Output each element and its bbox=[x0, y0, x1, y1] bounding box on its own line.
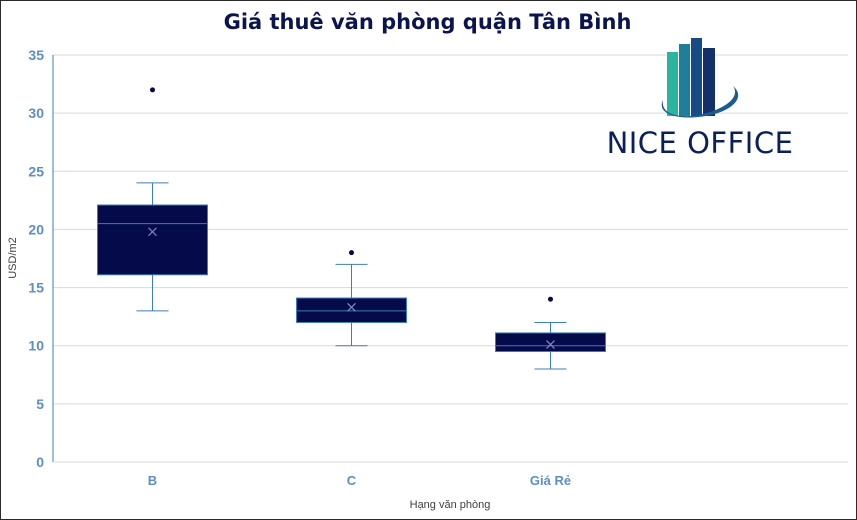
boxes bbox=[97, 87, 606, 370]
mean-marker bbox=[347, 302, 356, 312]
chart-title: Giá thuê văn phòng quận Tân Bình bbox=[223, 10, 632, 34]
logo-building-bar bbox=[667, 52, 678, 116]
box-group bbox=[296, 250, 407, 347]
logo-building-bar bbox=[691, 38, 702, 116]
box-group bbox=[97, 87, 208, 312]
y-axis-label: USD/m2 bbox=[7, 237, 19, 279]
logo-building-bar bbox=[679, 44, 690, 116]
logo-wordmark: NICE OFFICE bbox=[606, 126, 794, 160]
logo-swoosh bbox=[661, 86, 739, 118]
box-iqr bbox=[97, 204, 208, 276]
mean-marker bbox=[148, 227, 157, 237]
box-iqr bbox=[296, 297, 407, 323]
outlier-point bbox=[349, 250, 354, 256]
y-tick-label: 25 bbox=[28, 163, 44, 179]
y-tick-label: 5 bbox=[36, 396, 44, 412]
x-tick-labels: B C Giá Rẻ bbox=[148, 473, 571, 488]
x-tick-label: C bbox=[347, 473, 357, 488]
building-icon bbox=[661, 38, 739, 118]
outlier-point bbox=[548, 296, 553, 302]
y-tick-label: 35 bbox=[28, 47, 44, 63]
outlier-point bbox=[150, 87, 155, 93]
y-tick-label: 15 bbox=[28, 280, 44, 296]
x-axis-label: Hạng văn phòng bbox=[410, 499, 491, 511]
y-tick-label: 10 bbox=[28, 338, 44, 354]
logo-building-bar bbox=[703, 48, 715, 116]
mean-marker bbox=[546, 340, 555, 349]
box-group bbox=[495, 296, 606, 370]
y-tick-label: 20 bbox=[28, 221, 44, 237]
x-tick-label: B bbox=[148, 473, 157, 488]
y-tick-label: 30 bbox=[28, 105, 44, 121]
nice-office-logo bbox=[585, 38, 810, 168]
x-tick-label: Giá Rẻ bbox=[530, 473, 571, 488]
y-tick-label: 0 bbox=[36, 454, 44, 470]
y-tick-labels: 0 5 10 15 20 25 30 35 bbox=[28, 47, 44, 470]
box-iqr bbox=[495, 332, 606, 353]
axes bbox=[52, 55, 848, 463]
